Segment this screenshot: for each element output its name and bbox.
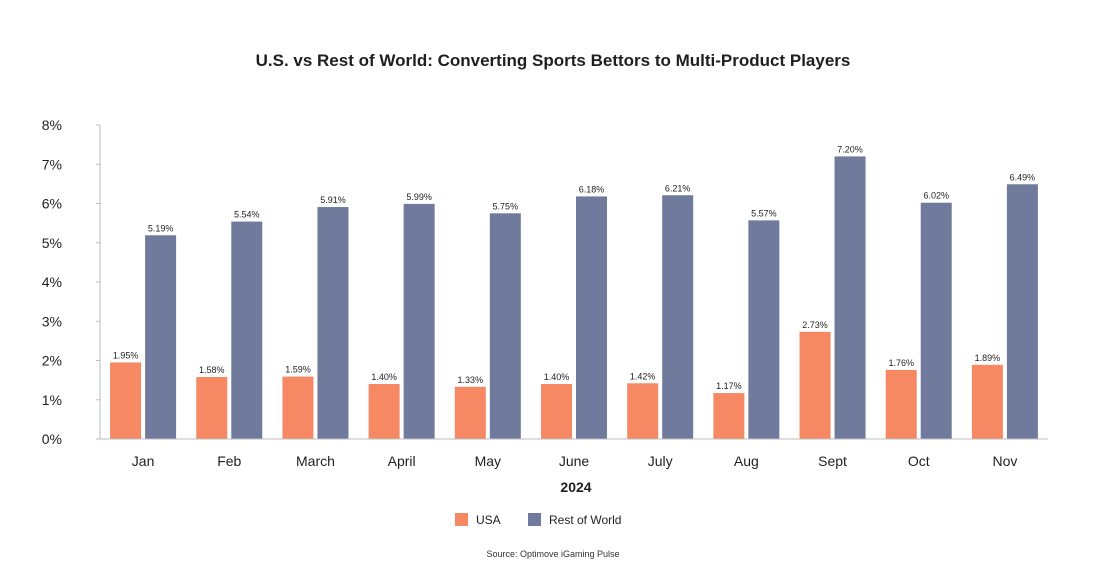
y-tick-label: 4% xyxy=(42,274,62,290)
x-tick-label: Nov xyxy=(992,453,1017,469)
bar-usa xyxy=(196,376,228,439)
bar-rest-of-world xyxy=(231,221,263,439)
data-label-usa: 2.73% xyxy=(802,320,828,330)
x-tick-label: Feb xyxy=(217,453,241,469)
legend-label-usa: USA xyxy=(476,513,501,527)
y-axis: 0% 1% 2% 3% 4% 5% 6% 7% 8% xyxy=(42,117,101,447)
data-label-rest-of-world: 6.02% xyxy=(923,191,949,201)
y-tick-label: 1% xyxy=(42,392,62,408)
bar-rest-of-world xyxy=(748,220,780,439)
y-tick-label: 7% xyxy=(42,156,62,172)
data-label-usa: 1.89% xyxy=(975,353,1001,363)
bar-rest-of-world xyxy=(920,202,952,439)
bar-rest-of-world xyxy=(1006,184,1038,439)
bar-rest-of-world xyxy=(403,203,435,439)
x-axis: Jan Feb March April May June July Aug Sept Oct Nov xyxy=(100,438,1048,469)
y-tick-label: 6% xyxy=(42,196,62,212)
bar-rest-of-world xyxy=(145,235,177,439)
data-label-rest-of-world: 5.19% xyxy=(148,223,174,233)
bar-rest-of-world xyxy=(576,196,607,439)
data-label-rest-of-world: 5.99% xyxy=(406,192,432,202)
x-tick-label: April xyxy=(388,453,416,469)
bar-usa xyxy=(368,384,400,439)
data-label-rest-of-world: 6.49% xyxy=(1010,172,1036,182)
data-label-usa: 1.33% xyxy=(458,375,484,385)
data-label-usa: 1.40% xyxy=(544,372,570,382)
legend-label-rest-of-world: Rest of World xyxy=(549,513,621,527)
y-tick-label: 5% xyxy=(42,235,62,251)
legend-swatch-rest-of-world xyxy=(528,513,541,526)
x-tick-label: June xyxy=(559,453,590,469)
chart-title: U.S. vs Rest of World: Converting Sports… xyxy=(256,51,851,70)
x-tick-label: Oct xyxy=(908,453,930,469)
y-tick-label: 3% xyxy=(42,313,62,329)
bar-usa xyxy=(282,376,314,439)
data-label-rest-of-world: 5.57% xyxy=(751,208,777,218)
x-tick-label: July xyxy=(648,453,673,469)
data-label-usa: 1.59% xyxy=(285,365,311,375)
data-label-rest-of-world: 5.54% xyxy=(234,210,260,220)
legend: USA Rest of World xyxy=(455,513,621,527)
x-tick-label: Jan xyxy=(132,453,155,469)
data-label-usa: 1.58% xyxy=(199,365,225,375)
x-tick-label: March xyxy=(296,453,335,469)
x-tick-label: Aug xyxy=(734,453,759,469)
bar-usa xyxy=(627,383,659,439)
x-tick-label: Sept xyxy=(818,453,847,469)
y-tick-label: 8% xyxy=(42,117,62,133)
bar-usa xyxy=(541,384,572,439)
data-label-rest-of-world: 6.21% xyxy=(665,183,691,193)
data-label-usa: 1.95% xyxy=(113,350,139,360)
bar-labels-group: 1.95% 5.19% 1.58% 5.54% 1.59% 5.91% 1.40% 5.99%… xyxy=(113,144,1035,391)
data-label-rest-of-world: 6.18% xyxy=(579,184,605,194)
bar-rest-of-world xyxy=(489,213,521,439)
bar-rest-of-world xyxy=(317,207,349,439)
x-axis-label: 2024 xyxy=(560,479,591,495)
bars-group xyxy=(110,156,1038,439)
bar-usa xyxy=(454,386,486,439)
data-label-usa: 1.42% xyxy=(630,371,656,381)
legend-swatch-usa xyxy=(455,513,468,526)
y-tick-label: 2% xyxy=(42,353,62,369)
data-label-usa: 1.40% xyxy=(371,372,397,382)
data-label-rest-of-world: 7.20% xyxy=(837,144,863,154)
bar-usa xyxy=(885,369,917,439)
x-tick-label: May xyxy=(475,453,501,469)
y-tick-label: 0% xyxy=(42,431,62,447)
data-label-rest-of-world: 5.91% xyxy=(320,195,346,205)
data-label-rest-of-world: 5.75% xyxy=(493,201,519,211)
bar-rest-of-world xyxy=(662,195,694,439)
data-label-usa: 1.76% xyxy=(888,358,914,368)
bar-usa xyxy=(799,331,831,439)
source-note: Source: Optimove iGaming Pulse xyxy=(486,549,619,559)
bar-usa xyxy=(110,362,142,439)
bar-rest-of-world xyxy=(834,156,866,439)
data-label-usa: 1.17% xyxy=(716,381,742,391)
bar-usa xyxy=(971,364,1003,439)
bar-usa xyxy=(713,393,745,439)
